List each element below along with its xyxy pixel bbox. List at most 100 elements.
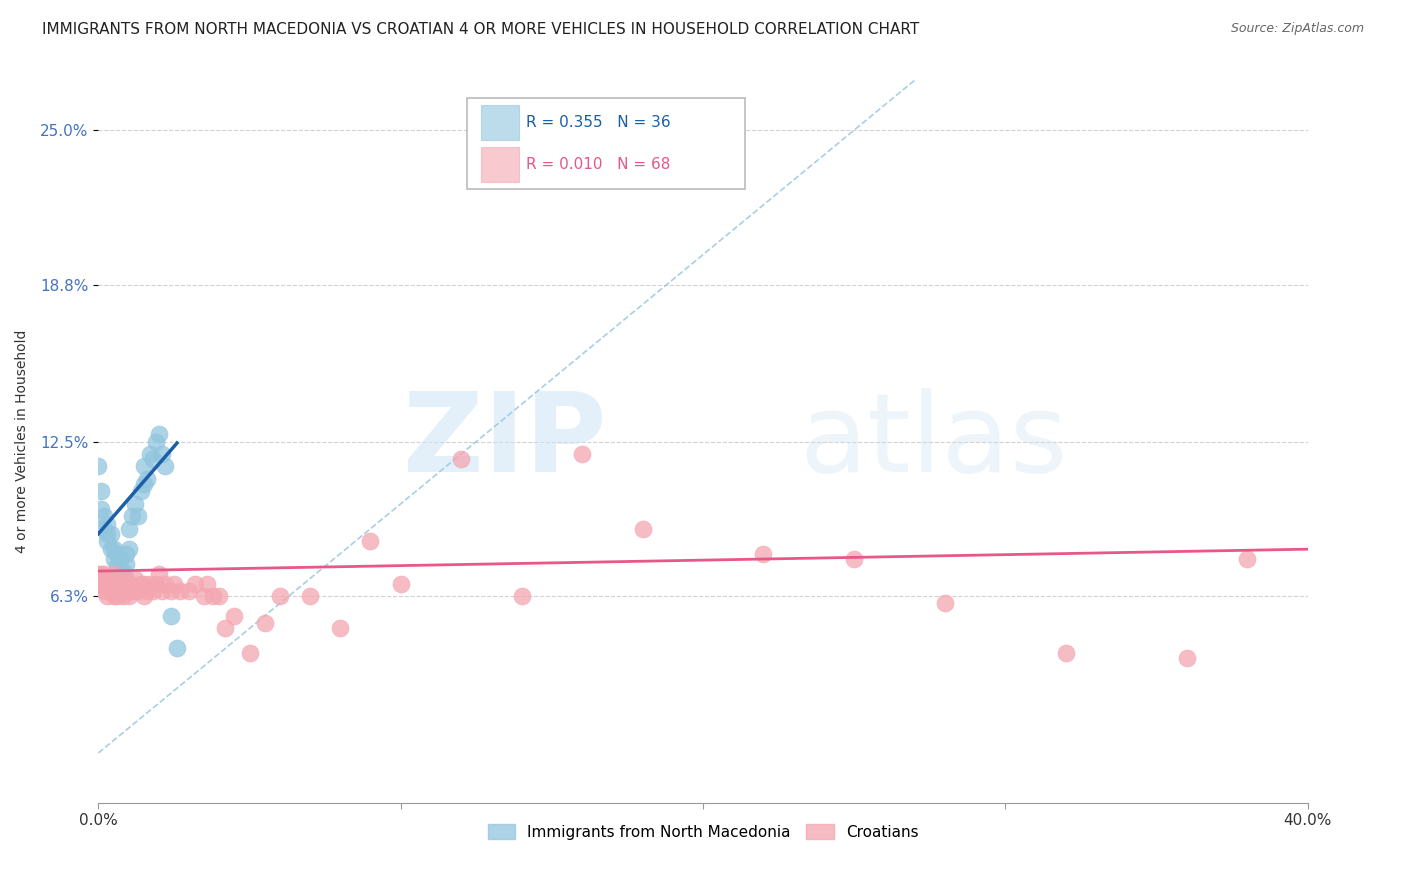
FancyBboxPatch shape <box>481 146 519 182</box>
Point <box>135 472 157 486</box>
Point <box>299 589 322 603</box>
Point <box>118 541 141 556</box>
Point <box>114 547 136 561</box>
Text: R = 0.010   N = 68: R = 0.010 N = 68 <box>526 157 671 172</box>
Point <box>139 576 162 591</box>
Point <box>118 522 141 536</box>
Point <box>153 459 176 474</box>
Point <box>103 566 125 581</box>
Point <box>389 576 412 591</box>
Point <box>214 621 236 635</box>
Point <box>114 572 136 586</box>
Point <box>127 584 149 599</box>
Point <box>132 459 155 474</box>
Point <box>129 576 152 591</box>
Point <box>160 609 183 624</box>
FancyBboxPatch shape <box>467 98 745 189</box>
Point <box>121 584 143 599</box>
Point <box>208 589 231 603</box>
Text: Source: ZipAtlas.com: Source: ZipAtlas.com <box>1230 22 1364 36</box>
Point <box>571 447 593 461</box>
Point <box>93 509 115 524</box>
Point <box>87 566 110 581</box>
Point <box>114 584 136 599</box>
FancyBboxPatch shape <box>481 105 519 140</box>
Point <box>108 566 131 581</box>
Point <box>103 541 125 556</box>
Point <box>93 566 115 581</box>
Point <box>90 576 112 591</box>
Point <box>96 579 118 593</box>
Point <box>105 547 128 561</box>
Point <box>135 584 157 599</box>
Point <box>631 522 654 536</box>
Point <box>93 522 115 536</box>
Point <box>269 589 291 603</box>
Point <box>108 584 131 599</box>
Text: atlas: atlas <box>800 388 1069 495</box>
Point <box>184 576 207 591</box>
Point <box>160 584 183 599</box>
Point <box>752 547 775 561</box>
Point <box>450 452 472 467</box>
Point <box>90 484 112 499</box>
Point <box>166 641 188 656</box>
Point <box>1236 551 1258 566</box>
Point <box>121 509 143 524</box>
Text: ZIP: ZIP <box>404 388 606 495</box>
Point <box>111 564 134 578</box>
Point <box>844 551 866 566</box>
Point <box>132 589 155 603</box>
Point <box>93 576 115 591</box>
Point <box>118 576 141 591</box>
Point <box>114 557 136 571</box>
Point <box>118 589 141 603</box>
Point <box>111 589 134 603</box>
Point <box>105 576 128 591</box>
Point <box>90 572 112 586</box>
Point <box>96 534 118 549</box>
Point <box>153 576 176 591</box>
Point <box>169 584 191 599</box>
Point <box>202 589 225 603</box>
Point <box>124 584 146 599</box>
Point <box>1054 646 1077 660</box>
Point <box>103 551 125 566</box>
Point <box>100 541 122 556</box>
Point <box>145 576 167 591</box>
Point <box>195 576 218 591</box>
Point <box>329 621 352 635</box>
Point <box>124 497 146 511</box>
Y-axis label: 4 or more Vehicles in Household: 4 or more Vehicles in Household <box>15 330 30 553</box>
Point <box>90 566 112 581</box>
Point <box>100 526 122 541</box>
Point <box>103 576 125 591</box>
Point <box>93 584 115 599</box>
Point <box>100 572 122 586</box>
Point <box>224 609 246 624</box>
Point <box>193 589 215 603</box>
Point <box>132 476 155 491</box>
Point <box>108 551 131 566</box>
Legend: Immigrants from North Macedonia, Croatians: Immigrants from North Macedonia, Croatia… <box>481 818 925 846</box>
Point <box>96 526 118 541</box>
Point <box>103 589 125 603</box>
Point <box>253 616 276 631</box>
Point <box>360 534 382 549</box>
Point <box>124 572 146 586</box>
Point <box>111 576 134 591</box>
Point <box>108 572 131 586</box>
Text: R = 0.355   N = 36: R = 0.355 N = 36 <box>526 115 671 130</box>
Point <box>142 452 165 467</box>
Point <box>96 589 118 603</box>
Point <box>148 427 170 442</box>
Point <box>934 597 956 611</box>
Point <box>145 434 167 449</box>
Point <box>87 459 110 474</box>
Point <box>96 572 118 586</box>
Point <box>1175 651 1198 665</box>
Point <box>139 447 162 461</box>
Point <box>142 584 165 599</box>
Point <box>150 447 173 461</box>
Point <box>105 559 128 574</box>
